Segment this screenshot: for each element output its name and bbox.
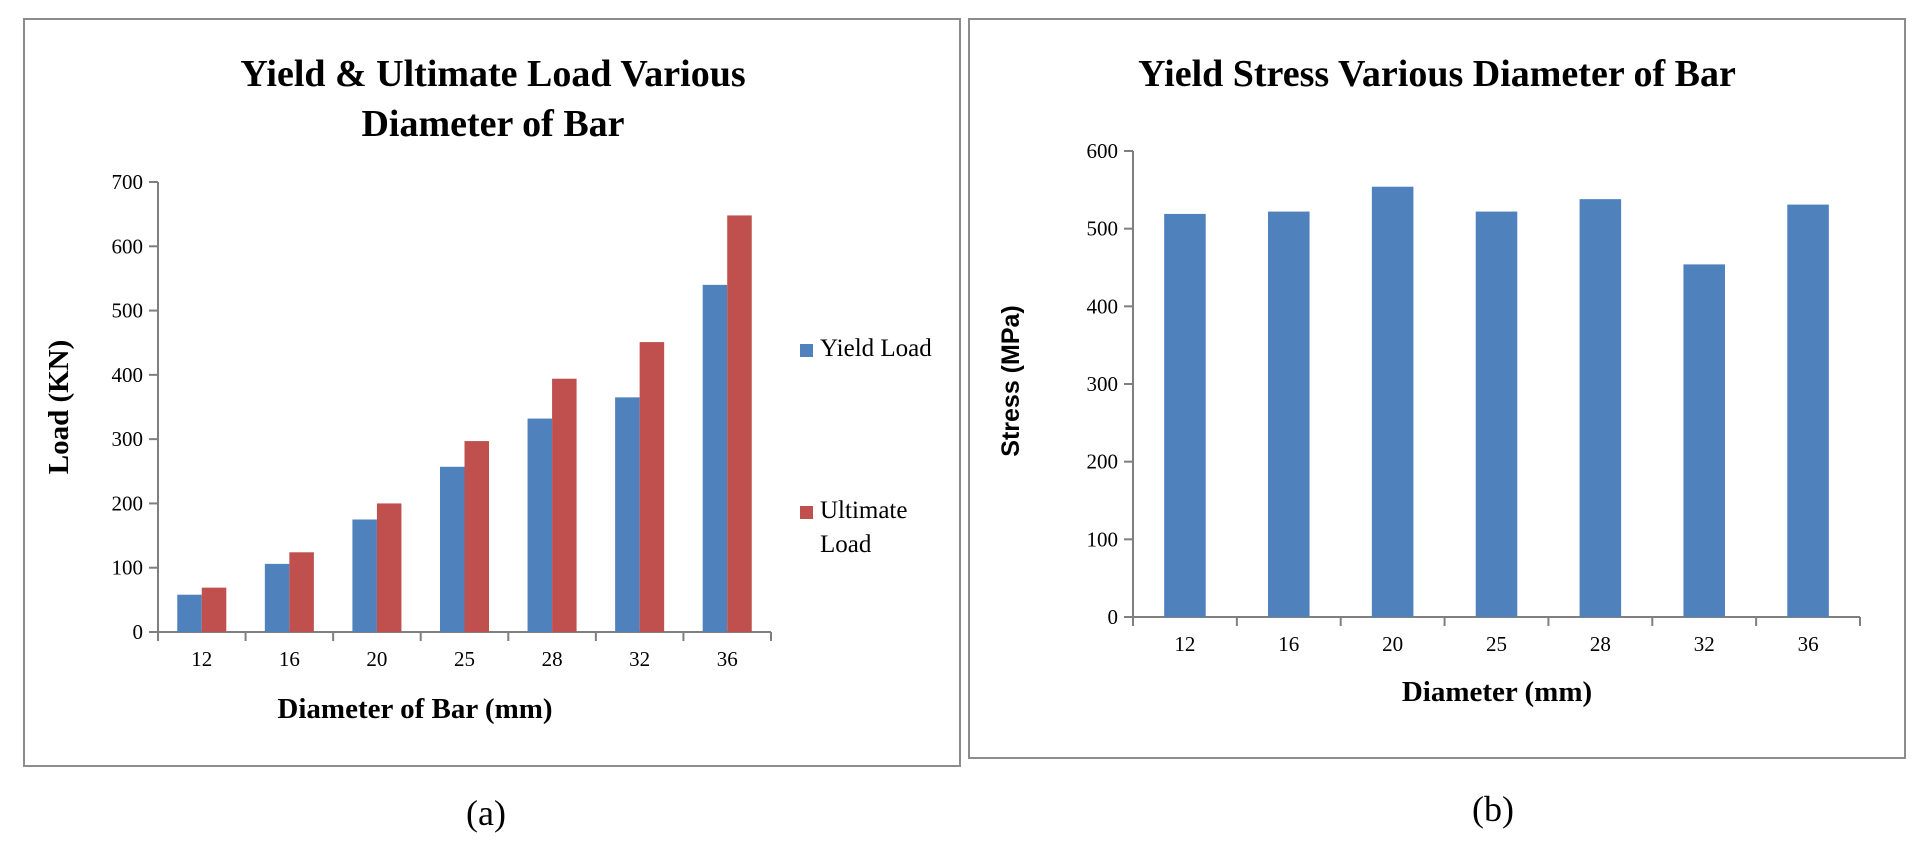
caption-b: (b) bbox=[1472, 789, 1514, 829]
chart-b-x-tick-label: 28 bbox=[1590, 632, 1611, 656]
chart-b-y-axis-label: Stress (MPa) bbox=[997, 305, 1025, 456]
chart-a-y-tick-label: 300 bbox=[112, 427, 144, 451]
chart-b-bar bbox=[1268, 211, 1310, 617]
chart-b-y-tick-label: 500 bbox=[1087, 217, 1119, 241]
chart-a-bar bbox=[376, 503, 402, 632]
chart-b-x-tick-label: 20 bbox=[1382, 632, 1403, 656]
chart-a-x-tick-label: 16 bbox=[279, 647, 300, 671]
chart-b-y-tick-label: 600 bbox=[1087, 139, 1119, 163]
chart-a-bar bbox=[177, 594, 202, 632]
chart-a-y-axis-label: Load (KN) bbox=[43, 340, 75, 475]
chart-a-y-tick-label: 100 bbox=[112, 556, 144, 580]
chart-a-bar bbox=[201, 587, 227, 632]
chart-a-title-line-2: Diameter of Bar bbox=[361, 103, 624, 145]
chart-a-x-tick-label: 25 bbox=[454, 647, 475, 671]
chart-b-bar bbox=[1475, 211, 1518, 617]
legend-label-yield-load: Yield Load bbox=[820, 335, 932, 362]
chart-a-bar bbox=[552, 378, 577, 632]
chart-a-bar bbox=[289, 552, 314, 632]
chart-b-x-tick-label: 16 bbox=[1278, 632, 1299, 656]
legend-label-ultimate-load: Load bbox=[820, 531, 872, 558]
chart-a-y-tick-label: 400 bbox=[112, 363, 144, 387]
chart-a-y-tick-label: 500 bbox=[112, 299, 144, 323]
chart-b-x-tick-label: 32 bbox=[1694, 632, 1715, 656]
chart-b-y-tick-label: 100 bbox=[1087, 527, 1119, 551]
chart-b-bar bbox=[1787, 204, 1829, 617]
chart-a-x-axis-label: Diameter of Bar (mm) bbox=[277, 693, 552, 725]
chart-b-x-tick-label: 36 bbox=[1798, 632, 1819, 656]
legend-swatch-ultimate-load bbox=[800, 506, 813, 519]
chart-a-x-tick-label: 20 bbox=[366, 647, 387, 671]
chart-a-bar bbox=[639, 342, 665, 632]
legend-swatch-yield-load bbox=[800, 344, 813, 357]
chart-a-bar bbox=[615, 397, 640, 632]
chart-b-x-axis-label: Diameter (mm) bbox=[1402, 676, 1592, 708]
chart-b-y-tick-label: 0 bbox=[1108, 605, 1119, 629]
chart-b-bar bbox=[1579, 199, 1622, 618]
chart-a-x-tick-label: 12 bbox=[191, 647, 212, 671]
chart-a-bar bbox=[264, 563, 290, 632]
chart-a-bar bbox=[702, 284, 728, 632]
chart-a-y-tick-label: 700 bbox=[112, 170, 144, 194]
chart-a-bar bbox=[439, 466, 465, 632]
chart-a-x-tick-label: 32 bbox=[629, 647, 650, 671]
chart-b-y-tick-label: 400 bbox=[1087, 294, 1119, 318]
chart-a-y-tick-label: 0 bbox=[133, 620, 144, 644]
chart-a-title-line-1: Yield & Ultimate Load Various bbox=[240, 53, 745, 95]
chart-a-y-tick-label: 200 bbox=[112, 491, 144, 515]
chart-b-bar bbox=[1164, 213, 1206, 617]
chart-a-bar bbox=[352, 519, 377, 632]
chart-a-x-tick-label: 36 bbox=[717, 647, 738, 671]
chart-a-bar bbox=[464, 441, 490, 632]
chart-b-x-tick-label: 25 bbox=[1486, 632, 1507, 656]
chart-b-bar bbox=[1683, 264, 1725, 617]
chart-b-bar bbox=[1371, 186, 1414, 617]
chart-b-title: Yield Stress Various Diameter of Bar bbox=[1138, 53, 1736, 95]
chart-a-bar bbox=[527, 418, 553, 632]
caption-a: (a) bbox=[466, 793, 506, 833]
chart-b-x-tick-label: 12 bbox=[1174, 632, 1195, 656]
legend-label-ultimate-load: Ultimate bbox=[820, 497, 907, 524]
chart-a-y-tick-label: 600 bbox=[112, 234, 144, 258]
chart-a-bar bbox=[727, 215, 752, 632]
chart-panel-b bbox=[968, 18, 1906, 759]
chart-panel-a bbox=[23, 18, 961, 767]
chart-a-x-tick-label: 28 bbox=[542, 647, 563, 671]
chart-b-y-tick-label: 200 bbox=[1087, 450, 1119, 474]
chart-b-y-tick-label: 300 bbox=[1087, 372, 1119, 396]
